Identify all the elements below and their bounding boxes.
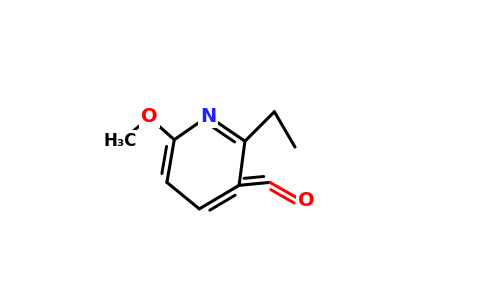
Text: O: O <box>141 106 158 126</box>
Text: O: O <box>298 190 315 210</box>
Text: H₃C: H₃C <box>103 132 136 150</box>
Text: N: N <box>200 106 216 126</box>
